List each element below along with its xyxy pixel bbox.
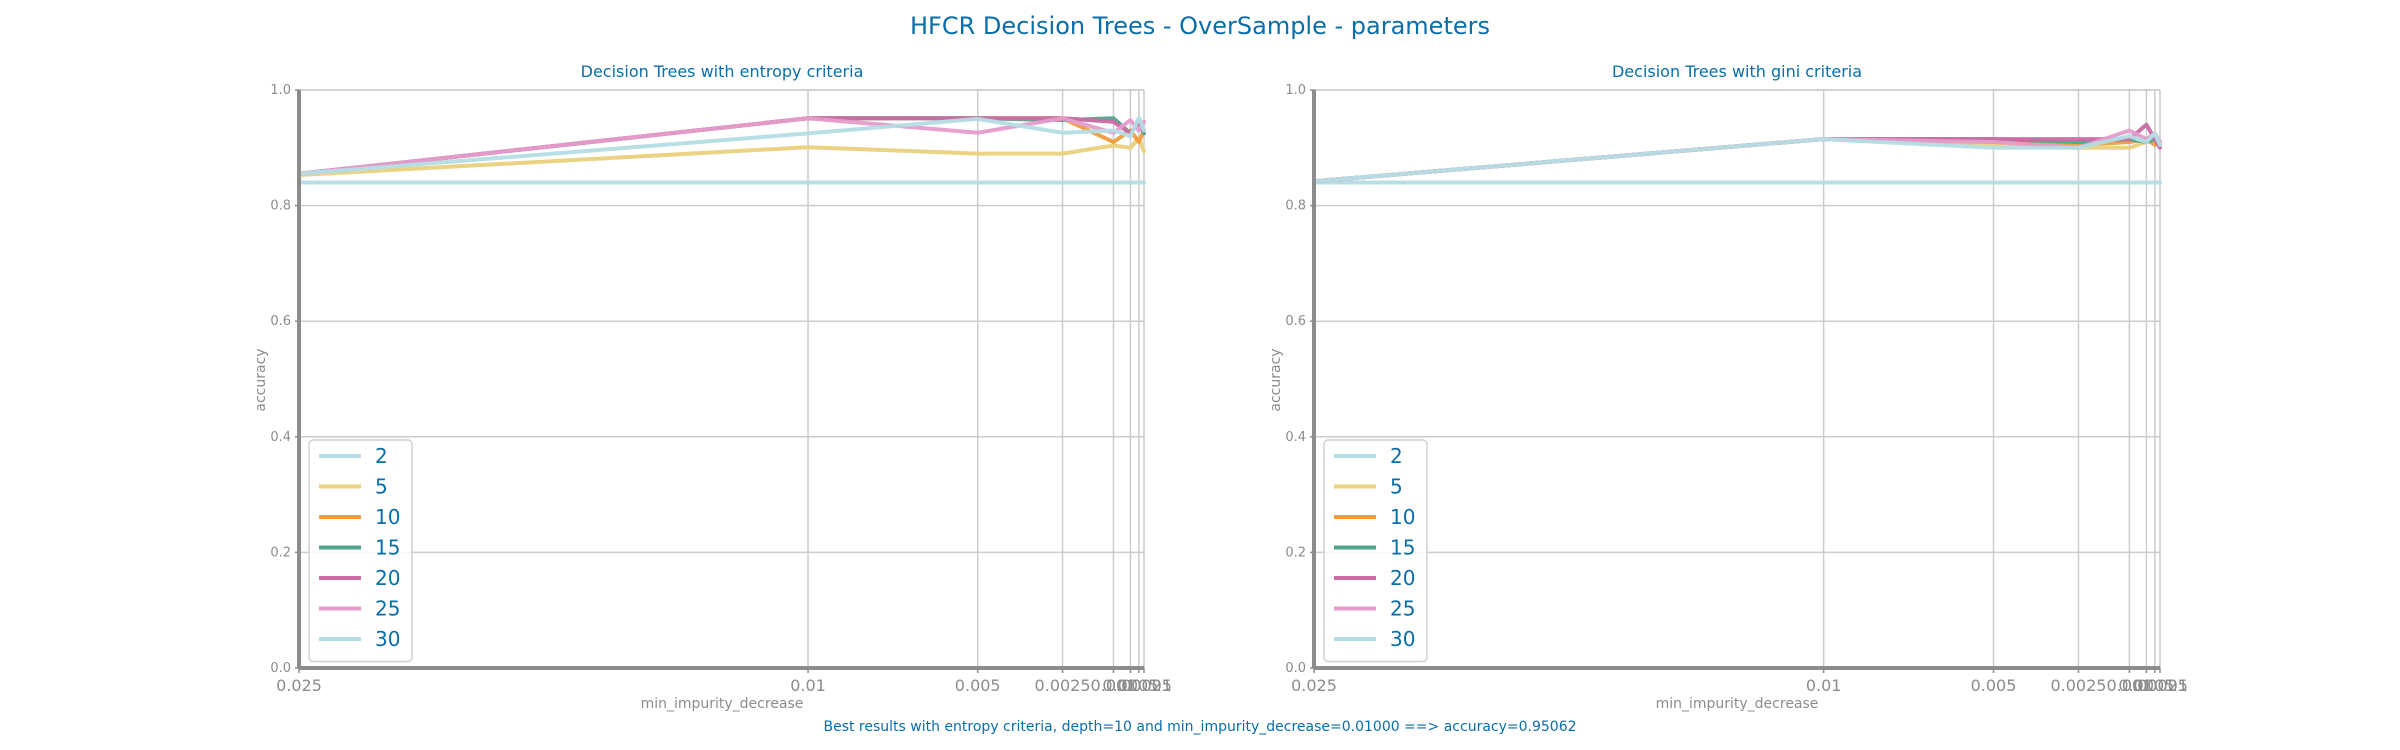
gini-y-axis-label: accuracy: [1268, 348, 1284, 411]
entropy-series-line-5: [297, 136, 1146, 177]
gini-chart-title: Decision Trees with gini criteria: [1612, 62, 1862, 81]
gini-legend-label-30: 30: [1390, 627, 1415, 651]
entropy-x-ticks: 0.025 0.01 0.005 0.0025 0.0010.00050.000250.…: [276, 668, 1172, 695]
entropy-x-tick-label: 0.0005: [1102, 676, 1158, 695]
gini-chart-panel: Decision Trees with gini criteria min_im…: [1268, 62, 2188, 712]
entropy-y-tick-label: 0.8: [270, 199, 291, 214]
entropy-legend-label-15: 15: [375, 536, 400, 560]
gini-legend-label-10: 10: [1390, 505, 1415, 529]
entropy-gridlines: [298, 89, 1145, 669]
gini-legend-label-20: 20: [1390, 566, 1415, 590]
entropy-legend-label-30: 30: [375, 627, 400, 651]
best-result-caption: Best results with entropy criteria, dept…: [823, 719, 1576, 735]
gini-y-tick-label: 1.0: [1285, 83, 1306, 98]
entropy-y-tick-label: 0.0: [270, 661, 291, 676]
gini-x-tick-label: 0.005: [1971, 676, 2017, 695]
gini-x-tick-label: 0.001: [2107, 676, 2153, 695]
entropy-legend-label-10: 10: [375, 505, 400, 529]
entropy-legend-label-20: 20: [375, 566, 400, 590]
gini-x-tick-label: 0.01: [1806, 676, 1842, 695]
gini-y-tick-label: 0.8: [1285, 199, 1306, 214]
entropy-y-tick-label: 1.0: [270, 83, 291, 98]
gini-series-line-30: [1312, 131, 2162, 184]
entropy-x-tick-label: 0.00025: [1106, 676, 1172, 695]
entropy-legend-label-25: 25: [375, 597, 400, 621]
gini-x-tick-label: 0.025: [1291, 676, 1337, 695]
figure-title: HFCR Decision Trees - OverSample - param…: [910, 12, 1490, 40]
gini-y-tick-label: 0.2: [1285, 545, 1306, 560]
entropy-x-tick-label: 0.001: [1091, 676, 1137, 695]
entropy-chart-panel: Decision Trees with entropy criteria min…: [253, 62, 1172, 712]
entropy-x-tick-label: 0.025: [276, 676, 322, 695]
entropy-series-line-25: [297, 116, 1146, 176]
entropy-axes: [297, 90, 1144, 670]
gini-x-tick-label: 0.00025: [2122, 676, 2188, 695]
gini-y-tick-label: 0.0: [1285, 661, 1306, 676]
entropy-x-tick-label: 0.0025: [1035, 676, 1091, 695]
entropy-y-ticks: 0.0 0.2 0.4 0.6 0.8 1.0: [270, 83, 299, 676]
entropy-chart-title: Decision Trees with entropy criteria: [581, 62, 864, 81]
gini-legend-box: [1323, 439, 1428, 663]
gini-legend-label-25: 25: [1390, 597, 1415, 621]
gini-y-ticks: 0.0 0.2 0.4 0.6 0.8 1.0: [1285, 83, 1314, 676]
gini-legend-label-15: 15: [1390, 536, 1415, 560]
entropy-legend-label-5: 5: [375, 475, 388, 499]
entropy-x-tick-label: 0.01: [790, 676, 826, 695]
gini-y-tick-label: 0.6: [1285, 314, 1306, 329]
entropy-series-line-30: [297, 115, 1146, 176]
gini-legend-label-5: 5: [1390, 475, 1403, 499]
entropy-x-tick-label: 0.005: [955, 676, 1001, 695]
entropy-x-axis-label: min_impurity_decrease: [641, 696, 804, 712]
gini-series-line-20: [1312, 122, 2162, 184]
gini-axes: [1312, 90, 2160, 670]
entropy-y-tick-label: 0.4: [270, 430, 291, 445]
gini-x-tick-label: 0.0025: [2050, 676, 2106, 695]
entropy-y-tick-label: 0.2: [270, 545, 291, 560]
gini-gridlines: [1313, 89, 2161, 669]
gini-x-tick-label: 0.0005: [2118, 676, 2174, 695]
gini-x-tick-label: 0.0001: [2132, 676, 2188, 695]
entropy-legend-box: [308, 439, 413, 663]
entropy-legend-label-2: 2: [375, 444, 388, 468]
entropy-x-tick-label: 0.0001: [1116, 676, 1172, 695]
gini-y-tick-label: 0.4: [1285, 430, 1306, 445]
gini-x-ticks: 0.025 0.01 0.005 0.0025 0.0010.00050.000250.…: [1291, 668, 2188, 695]
entropy-series-lines: [297, 115, 1146, 185]
entropy-y-tick-label: 0.6: [270, 314, 291, 329]
entropy-y-axis-label: accuracy: [253, 348, 269, 411]
gini-series-lines: [1312, 122, 2162, 185]
gini-legend-label-2: 2: [1390, 444, 1403, 468]
gini-x-axis-label: min_impurity_decrease: [1656, 696, 1819, 712]
